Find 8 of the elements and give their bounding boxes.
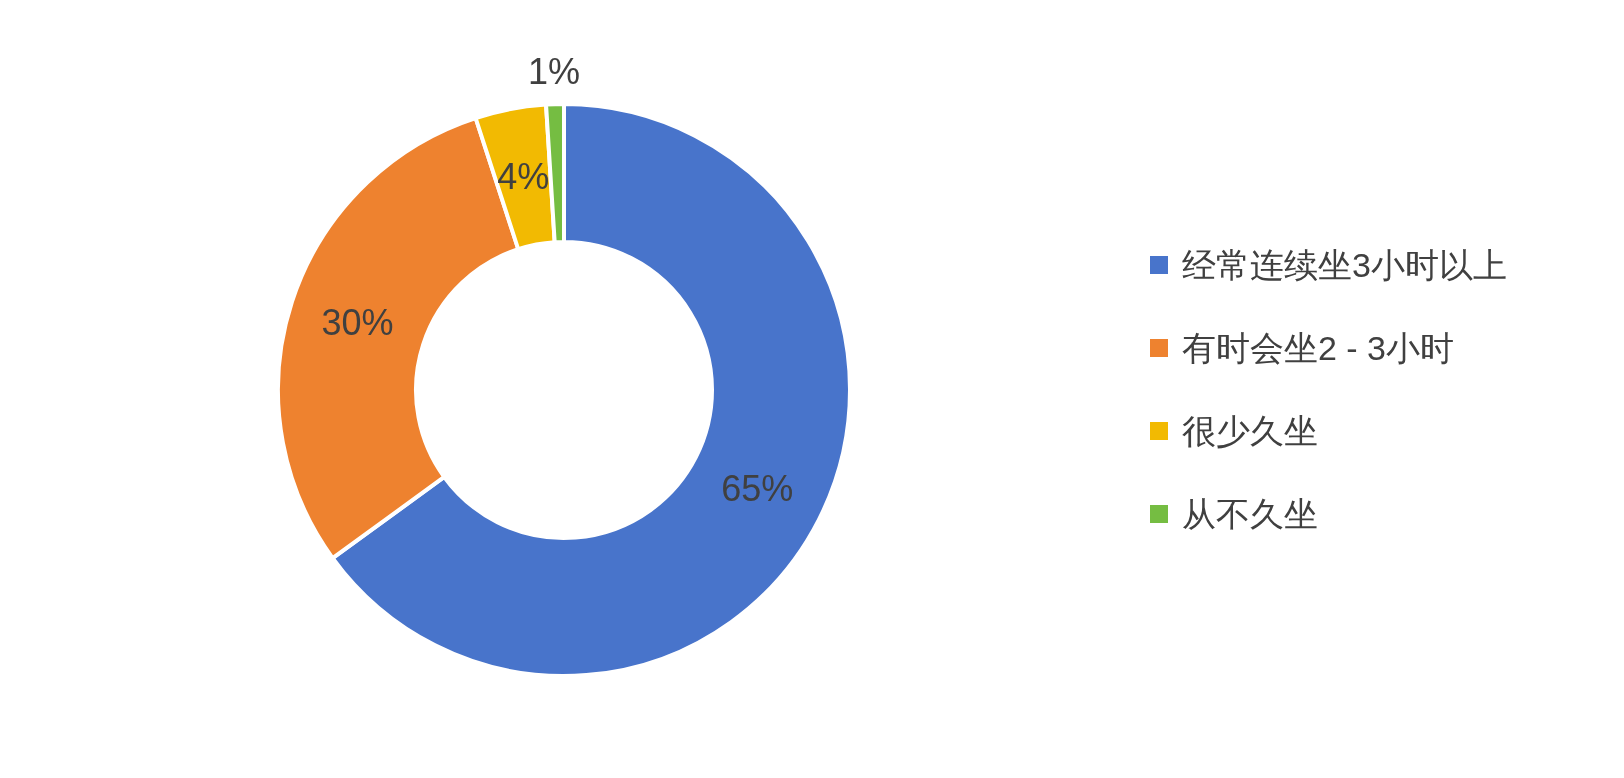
legend-label: 很少久坐: [1182, 412, 1318, 450]
data-label: 1%: [528, 51, 581, 93]
data-label: 30%: [321, 301, 394, 343]
legend-label: 经常连续坐3小时以上: [1182, 246, 1507, 284]
data-label: 65%: [721, 467, 794, 509]
legend-label: 有时会坐2 - 3小时: [1182, 329, 1455, 367]
data-label: 4%: [497, 155, 550, 197]
legend-label: 从不久坐: [1182, 495, 1318, 533]
